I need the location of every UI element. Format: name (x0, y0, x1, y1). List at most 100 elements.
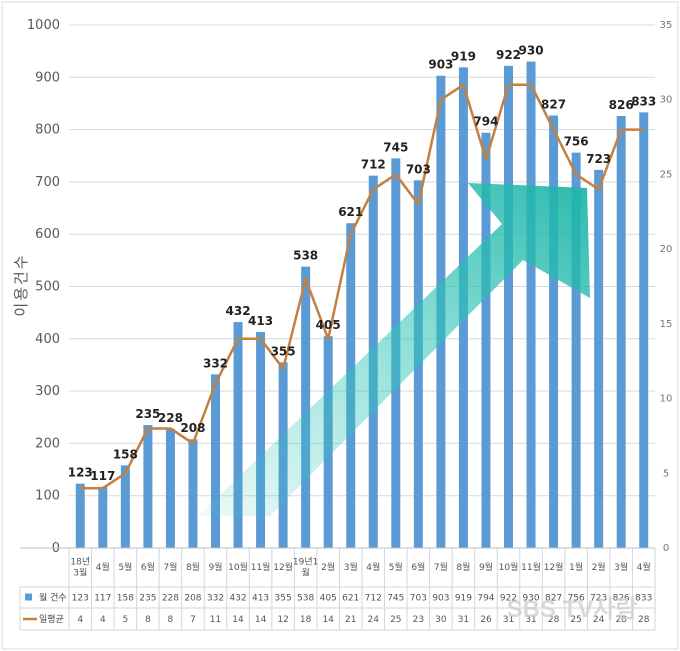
table-cell: 123 (72, 594, 89, 604)
category-label: 4월 (637, 561, 651, 573)
table-cell: 23 (413, 615, 424, 625)
y2-tick-label: 10 (660, 394, 673, 405)
y2-tick-label: 30 (660, 95, 673, 106)
table-cell: 756 (568, 594, 585, 604)
y-tick-label: 400 (35, 332, 60, 347)
data-label: 158 (113, 447, 138, 461)
table-cell: 833 (635, 594, 652, 604)
bar (481, 132, 491, 548)
data-label: 413 (248, 314, 273, 328)
data-label: 703 (406, 162, 431, 176)
category-label: 4월 (96, 561, 110, 573)
table-cell: 25 (570, 615, 581, 625)
table-cell: 8 (145, 615, 151, 625)
data-label: 538 (293, 249, 318, 263)
data-label: 922 (496, 48, 521, 62)
table-cell: 4 (100, 615, 106, 625)
data-label: 794 (473, 115, 498, 129)
y-tick-label: 800 (35, 123, 60, 138)
table-cell: 827 (545, 594, 562, 604)
bar (188, 439, 198, 548)
legend-swatch-bar (25, 593, 32, 601)
data-label: 826 (609, 98, 634, 112)
table-cell: 12 (277, 615, 288, 625)
category-label: 12월 (544, 561, 564, 573)
y2-tick-label: 15 (660, 319, 673, 330)
bar (256, 332, 266, 548)
category-label: 7월 (434, 561, 448, 573)
table-cell: 712 (365, 594, 382, 604)
bar (616, 116, 626, 548)
data-label: 432 (226, 304, 251, 318)
table-cell: 8 (168, 615, 174, 625)
data-label: 621 (338, 205, 363, 219)
y-axis-label: 이용건수 (12, 253, 30, 316)
category-label: 11월 (251, 561, 271, 573)
table-cell: 235 (139, 594, 156, 604)
category-label: 3월 (614, 561, 628, 573)
bar (211, 374, 220, 548)
trend-arrow (198, 183, 590, 516)
right-axis: 0 5 10 15 20 25 30 35 (660, 20, 673, 554)
table-cell: 14 (322, 615, 334, 625)
bar (98, 486, 108, 548)
table-cell: 24 (368, 615, 380, 625)
category-label: 7월 (163, 561, 177, 573)
table-cell: 922 (500, 594, 517, 604)
table-cell: 25 (390, 615, 401, 625)
bar (504, 65, 513, 548)
data-label: 208 (180, 421, 205, 435)
category-label: 9월 (208, 561, 222, 573)
y-tick-label: 200 (35, 436, 60, 451)
bar (549, 115, 559, 548)
data-label: 756 (564, 135, 589, 149)
table-cell: 117 (94, 594, 111, 604)
bar (301, 266, 311, 548)
bar (143, 425, 153, 548)
table-cell: 11 (210, 615, 221, 625)
data-label: 930 (519, 44, 544, 58)
y2-tick-label: 20 (660, 244, 673, 255)
table-cell: 794 (477, 594, 494, 604)
table-cell: 413 (252, 594, 269, 604)
table-cell: 4 (77, 615, 83, 625)
bar (120, 465, 130, 548)
table-cell: 355 (275, 594, 292, 604)
data-label: 235 (135, 407, 160, 421)
data-label: 723 (586, 152, 611, 166)
bar (233, 322, 243, 548)
data-label: 355 (271, 344, 296, 358)
category-label: 19년1 월 (293, 557, 318, 579)
y-tick-label: 300 (35, 384, 60, 399)
legend-label: 월 건수 (39, 592, 67, 604)
category-label: 1월 (569, 561, 583, 573)
table-cell: 919 (455, 594, 472, 604)
category-label: 10월 (499, 561, 519, 573)
table-cell: 31 (458, 615, 469, 625)
category-label: 3월 (344, 561, 358, 573)
y-tick-label: 600 (35, 227, 60, 242)
table-cell: 14 (232, 615, 244, 625)
bar (594, 169, 604, 548)
table-cell: 228 (162, 594, 179, 604)
category-label: 2월 (321, 561, 335, 573)
bar (639, 112, 649, 548)
table-cell: 31 (525, 615, 536, 625)
table-cell: 24 (593, 615, 605, 625)
table-cell: 21 (345, 615, 356, 625)
data-label: 405 (316, 318, 341, 332)
table-cell: 28 (615, 615, 627, 625)
table-cell: 28 (548, 615, 560, 625)
data-label: 117 (90, 469, 115, 483)
data-label: 833 (631, 94, 656, 108)
y-tick-label: 900 (35, 70, 60, 85)
y-tick-label: 1000 (27, 18, 60, 33)
bar (75, 483, 85, 548)
data-label: 827 (541, 97, 566, 111)
table-cell: 14 (255, 615, 267, 625)
table-cell: 745 (387, 594, 404, 604)
category-label: 12월 (273, 561, 293, 573)
